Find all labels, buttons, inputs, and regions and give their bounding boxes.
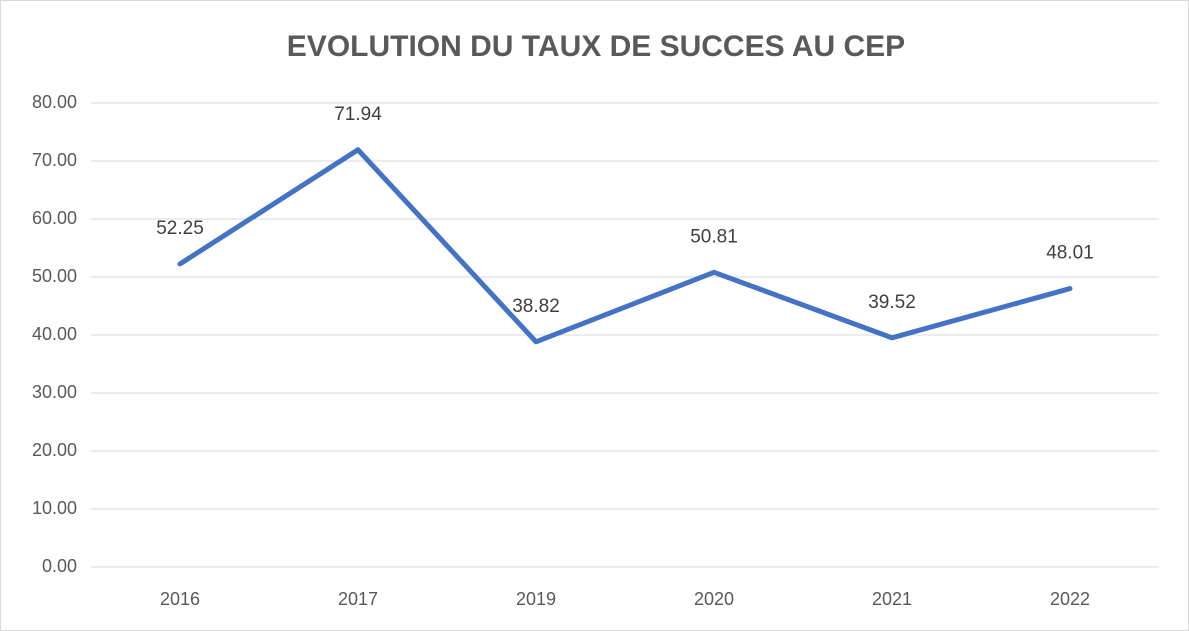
x-tick-label: 2022 bbox=[1050, 589, 1090, 609]
x-tick-label: 2017 bbox=[338, 589, 378, 609]
data-label: 52.25 bbox=[156, 218, 204, 239]
y-tick-label: 80.00 bbox=[32, 92, 77, 112]
y-tick-label: 40.00 bbox=[32, 324, 77, 344]
y-tick-label: 60.00 bbox=[32, 208, 77, 228]
data-line bbox=[177, 147, 1073, 345]
chart-title: EVOLUTION DU TAUX DE SUCCES AU CEP bbox=[287, 30, 905, 63]
x-tick-label: 2019 bbox=[516, 589, 556, 609]
x-tick-label: 2016 bbox=[160, 589, 200, 609]
x-tick-label: 2020 bbox=[694, 589, 734, 609]
y-tick-label: 70.00 bbox=[32, 150, 77, 170]
x-tick-label: 2021 bbox=[872, 589, 912, 609]
y-tick-label: 30.00 bbox=[32, 382, 77, 402]
data-label: 38.82 bbox=[512, 296, 560, 317]
data-label: 71.94 bbox=[334, 104, 382, 125]
data-label: 48.01 bbox=[1046, 243, 1094, 264]
y-tick-label: 20.00 bbox=[32, 440, 77, 460]
y-tick-label: 0.00 bbox=[42, 556, 77, 576]
y-tick-label: 10.00 bbox=[32, 498, 77, 518]
data-label: 50.81 bbox=[690, 226, 738, 247]
y-tick-label: 50.00 bbox=[32, 266, 77, 286]
data-label: 39.52 bbox=[868, 292, 916, 313]
